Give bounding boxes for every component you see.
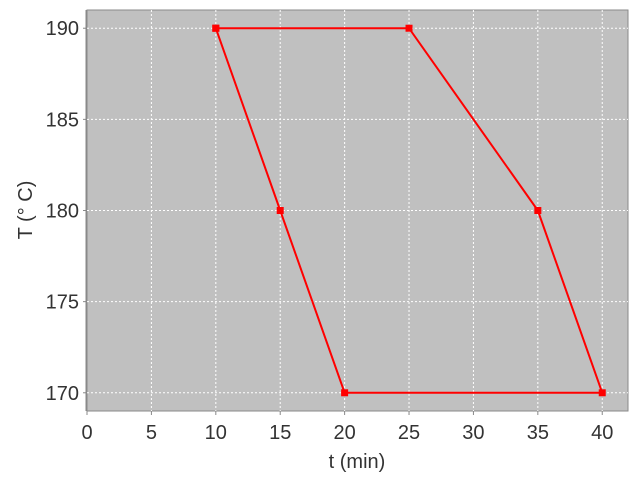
y-axis-label: T (° C) <box>15 181 37 240</box>
data-point <box>212 24 220 32</box>
y-tick-label: 190 <box>46 18 79 40</box>
x-tick-label: 5 <box>146 422 157 444</box>
x-tick-label: 25 <box>398 422 420 444</box>
x-tick-label: 10 <box>205 422 227 444</box>
data-point <box>405 24 413 32</box>
data-point <box>534 207 542 214</box>
x-tick-label: 35 <box>527 422 549 444</box>
x-tick-label: 0 <box>81 422 92 444</box>
data-point <box>276 207 284 214</box>
y-tick-label: 170 <box>46 383 79 405</box>
x-tick-label: 20 <box>333 422 355 444</box>
axes: 0 5 10 15 20 25 30 35 40 170 175 180 185 190 <box>46 10 613 444</box>
data-point <box>341 389 349 397</box>
y-tick-label: 185 <box>46 109 79 131</box>
x-tick-label: 40 <box>591 422 613 444</box>
y-tick-label: 175 <box>46 292 79 314</box>
series <box>212 24 606 397</box>
x-tick-label: 30 <box>462 422 484 444</box>
x-axis-label: t (min) <box>329 451 386 473</box>
x-tick-label: 15 <box>269 422 291 444</box>
y-tick-label: 180 <box>46 201 79 223</box>
data-point <box>598 389 606 397</box>
